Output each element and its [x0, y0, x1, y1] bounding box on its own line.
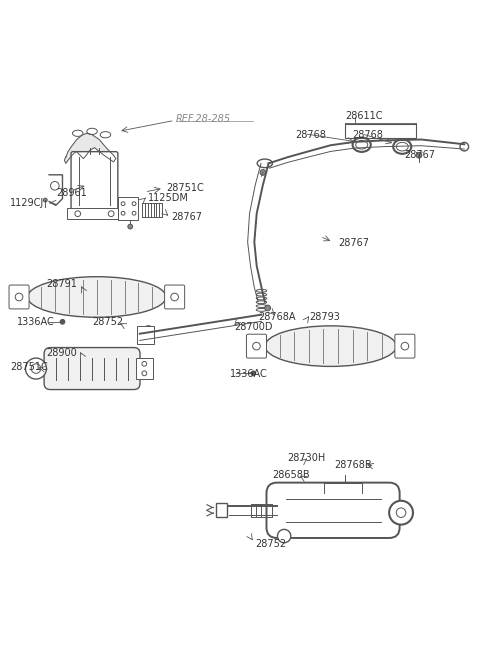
Text: REF.28-285: REF.28-285 [176, 114, 231, 124]
FancyBboxPatch shape [395, 334, 415, 358]
Text: 28900: 28900 [47, 348, 77, 358]
Circle shape [15, 293, 23, 301]
Ellipse shape [87, 129, 97, 134]
Circle shape [25, 358, 47, 379]
Circle shape [416, 152, 422, 158]
Ellipse shape [396, 142, 408, 151]
FancyBboxPatch shape [9, 285, 29, 309]
Text: 28611C: 28611C [345, 111, 383, 121]
Text: 28751C: 28751C [166, 183, 204, 193]
Ellipse shape [265, 326, 396, 367]
Text: 28767: 28767 [171, 213, 202, 222]
Circle shape [401, 342, 408, 350]
Circle shape [132, 211, 136, 215]
Circle shape [396, 508, 406, 518]
Circle shape [389, 501, 413, 525]
Bar [118, 197, 138, 220]
Bar [67, 209, 121, 219]
Text: 28752: 28752 [92, 317, 123, 327]
Bar [345, 124, 416, 138]
Ellipse shape [356, 140, 368, 149]
Circle shape [142, 361, 147, 366]
Circle shape [108, 211, 114, 216]
FancyBboxPatch shape [44, 348, 140, 390]
Text: 1336AC: 1336AC [17, 317, 54, 327]
Circle shape [171, 293, 179, 301]
Text: 28730H: 28730H [287, 453, 325, 462]
Ellipse shape [393, 140, 411, 154]
Text: 28961: 28961 [56, 188, 87, 198]
Circle shape [75, 211, 81, 216]
Polygon shape [64, 133, 116, 163]
Text: 1129CJ: 1129CJ [10, 198, 44, 208]
Text: 28752: 28752 [255, 539, 287, 548]
Text: 28658B: 28658B [273, 470, 310, 480]
Circle shape [260, 169, 266, 175]
Circle shape [31, 364, 41, 373]
Ellipse shape [257, 159, 273, 168]
FancyBboxPatch shape [246, 334, 266, 358]
Circle shape [50, 182, 59, 190]
Text: 1336AC: 1336AC [229, 369, 267, 379]
Circle shape [60, 319, 65, 324]
Text: 28791: 28791 [47, 279, 78, 289]
Ellipse shape [100, 132, 111, 138]
Circle shape [128, 224, 132, 229]
Text: 28793: 28793 [309, 312, 340, 322]
Text: 28768B: 28768B [335, 460, 372, 470]
Circle shape [142, 371, 147, 376]
Text: 28768A: 28768A [258, 312, 296, 322]
FancyBboxPatch shape [165, 285, 185, 309]
Ellipse shape [353, 138, 371, 152]
Text: 28768: 28768 [352, 130, 383, 140]
FancyBboxPatch shape [71, 152, 118, 211]
Circle shape [251, 371, 256, 376]
Circle shape [121, 211, 125, 215]
Text: 28767: 28767 [405, 150, 436, 160]
Text: 28751C: 28751C [10, 362, 48, 372]
Text: 1125DM: 1125DM [148, 193, 189, 203]
Circle shape [144, 333, 153, 342]
Circle shape [132, 202, 136, 205]
Text: 28700D: 28700D [234, 321, 273, 331]
Text: 28767: 28767 [338, 238, 369, 248]
Circle shape [265, 305, 271, 311]
Circle shape [121, 202, 125, 205]
Text: 28768: 28768 [295, 130, 326, 140]
Bar [137, 326, 154, 344]
Ellipse shape [460, 142, 468, 151]
Ellipse shape [28, 277, 166, 318]
Circle shape [277, 529, 291, 543]
Bar [136, 358, 153, 379]
FancyBboxPatch shape [266, 483, 400, 538]
Ellipse shape [72, 130, 83, 136]
Circle shape [43, 198, 47, 202]
Circle shape [252, 342, 260, 350]
Circle shape [144, 325, 153, 334]
Bar [216, 503, 227, 518]
